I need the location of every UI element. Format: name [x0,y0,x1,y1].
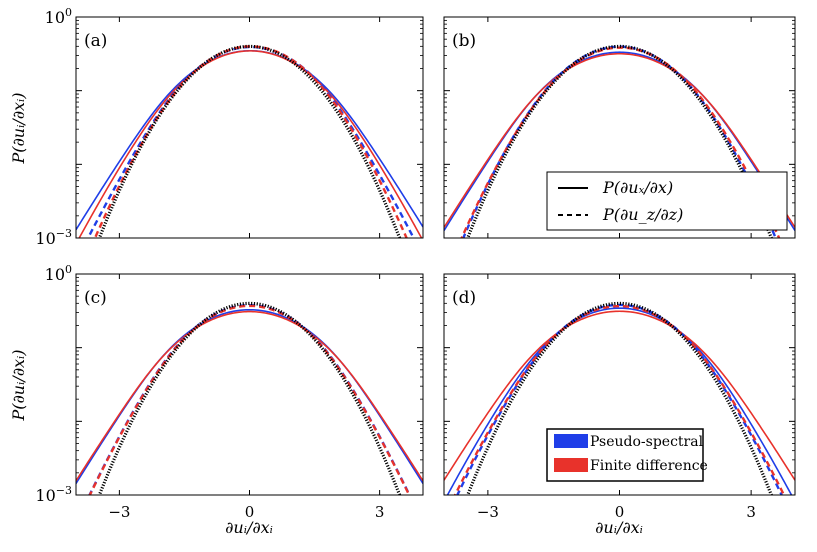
y-tick-exponent: 0 [65,263,72,276]
x-tick-label: −3 [477,503,499,521]
legend-label: P(∂uₓ/∂x) [602,178,673,197]
y-tick-base: 10 [45,8,65,27]
legend-box [546,171,788,231]
series-finite_difference-solid [444,310,795,481]
series-finite_difference-solid [444,52,795,228]
y-axis-title: P(∂uᵢ/∂xᵢ) [9,93,28,165]
panel-curves [444,44,795,238]
gaussian-reference-curve [97,301,402,495]
x-tick-label: 3 [375,503,385,521]
x-axis-title: ∂uᵢ/∂xᵢ [225,518,273,537]
x-tick-label: 3 [746,503,756,521]
panel-label: (b) [452,31,476,51]
method-legend: Pseudo-spectral Finite difference [546,428,708,482]
x-tick-label: −3 [108,503,130,521]
series-finite_difference-dashed [453,304,786,495]
panel-label: (c) [84,288,107,308]
y-tick-base: 10 [35,229,55,248]
panel-curves [76,301,423,495]
legend-label: P(∂u_z/∂z) [602,205,683,224]
y-tick-exponent: −3 [56,227,72,240]
series-finite_difference-dashed [460,46,781,238]
legend-label: Pseudo-spectral [590,434,704,450]
y-tick-label: 10−3 [35,227,72,248]
panel-label: (d) [452,288,476,308]
y-tick-label: 100 [45,6,72,27]
panel-frame [75,273,424,496]
series-pseudo_spectral-dashed [86,45,415,238]
panel-d: −3 0 3 (d) [443,273,796,521]
panel-curves [444,301,795,495]
gaussian-reference-curve [97,44,402,238]
panel-label: (a) [84,31,107,51]
series-finite_difference-solid [76,310,423,482]
series-pseudo_spectral-dashed [456,303,783,495]
series-pseudo_spectral-dashed [461,45,778,238]
series-pseudo_spectral-solid [76,49,423,231]
legend-swatch-pseudo_spectral [554,434,588,448]
legend-label: Finite difference [590,458,708,474]
panel-b: (b) [443,16,796,239]
series-finite_difference-dashed [88,304,411,495]
x-tick-label: 0 [615,503,625,521]
y-tick-label: 10−3 [35,484,72,505]
y-tick-label: 100 [45,263,72,284]
series-finite_difference-dashed [93,45,408,238]
series-pseudo_spectral-solid [76,308,423,484]
y-tick-exponent: 0 [65,6,72,19]
panel-curves [76,44,423,238]
legend-swatch-finite_difference [554,458,588,472]
labels-layer: P(∂uᵢ/∂xᵢ) P(∂uᵢ/∂xᵢ) ∂uᵢ/∂xᵢ ∂uᵢ/∂xᵢ [9,93,643,537]
series-finite_difference-solid [78,50,423,238]
x-tick-label: 0 [245,503,255,521]
line-style-legend: P(∂uₓ/∂x) P(∂u_z/∂z) [546,171,788,231]
x-axis-title: ∂uᵢ/∂xᵢ [595,518,643,537]
y-tick-exponent: −3 [56,484,72,497]
series-pseudo_spectral-solid [446,307,793,495]
legend-layer: P(∂uₓ/∂x) P(∂u_z/∂z) Pseudo-spectral Finite… [546,171,788,482]
y-axis-title: P(∂uᵢ/∂xᵢ) [9,350,28,422]
y-tick-base: 10 [45,265,65,284]
y-tick-base: 10 [35,486,55,505]
